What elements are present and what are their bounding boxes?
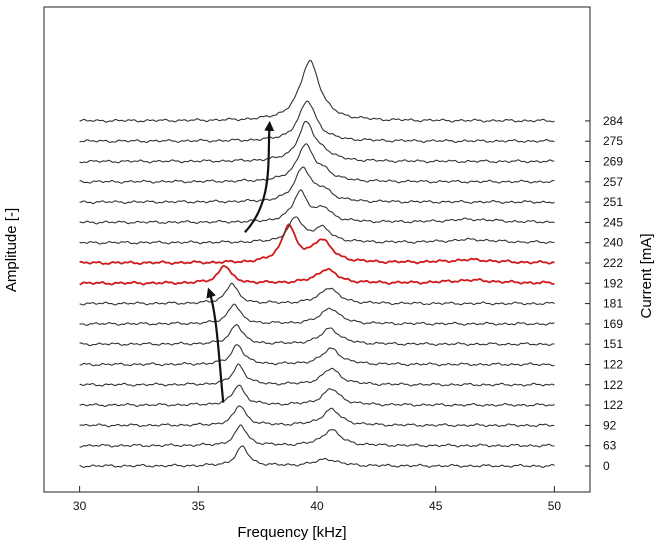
y-axis-title-left: Amplitude [-]: [3, 208, 20, 292]
current-label: 251: [603, 195, 623, 209]
trace-current-122: [79, 363, 555, 387]
current-label: 181: [603, 297, 623, 311]
trace-current-192: [79, 265, 555, 286]
x-axis-ticks: 30 35 40 45 50: [73, 486, 561, 513]
trace-current-257: [79, 143, 555, 184]
peak-shift-arrow: [244, 120, 275, 233]
trace-current-275: [79, 100, 555, 144]
current-label: 122: [603, 398, 623, 412]
current-label: 169: [603, 317, 623, 331]
trace-current-269: [79, 120, 555, 164]
trace-current-240: [79, 216, 555, 245]
current-label: 151: [603, 337, 623, 351]
trace-current-181: [79, 282, 555, 306]
y-axis-title-right: Current [mA]: [638, 233, 655, 318]
trace-current-251: [79, 166, 555, 205]
trace-current-245: [79, 189, 555, 225]
current-label: 245: [603, 215, 623, 229]
arrow-group: [206, 120, 275, 403]
trace-current-284: [79, 59, 555, 123]
current-label: 222: [603, 256, 623, 270]
plot-frame: [43, 6, 591, 493]
trace-group: [79, 59, 555, 468]
x-tick-label: 40: [310, 499, 324, 513]
trace-current-122: [79, 384, 555, 407]
current-label: 122: [603, 358, 623, 372]
trace-current-122: [79, 344, 555, 367]
current-label: 240: [603, 236, 623, 250]
current-label: 92: [603, 418, 617, 432]
x-tick-label: 35: [192, 499, 206, 513]
current-labels: 0 63 92 122 122 122 151 169 181 192 222 240 245 251 25…: [585, 114, 623, 473]
trace-current-151: [79, 324, 555, 347]
x-tick-label: 30: [73, 499, 87, 513]
trace-current-169: [79, 303, 555, 326]
trace-current-92: [79, 405, 555, 428]
x-tick-label: 45: [429, 499, 443, 513]
current-label: 122: [603, 378, 623, 392]
peak-shift-arrow: [206, 287, 225, 403]
x-axis-title: Frequency [kHz]: [237, 524, 346, 541]
x-tick-label: 50: [548, 499, 562, 513]
trace-current-0: [79, 445, 555, 468]
current-label: 192: [603, 276, 623, 290]
current-label: 0: [603, 459, 610, 473]
current-label: 269: [603, 155, 623, 169]
current-label: 63: [603, 439, 617, 453]
current-label: 275: [603, 134, 623, 148]
current-label: 284: [603, 114, 623, 128]
trace-current-222: [79, 223, 555, 266]
current-label: 257: [603, 175, 623, 189]
trace-current-63: [79, 424, 555, 448]
